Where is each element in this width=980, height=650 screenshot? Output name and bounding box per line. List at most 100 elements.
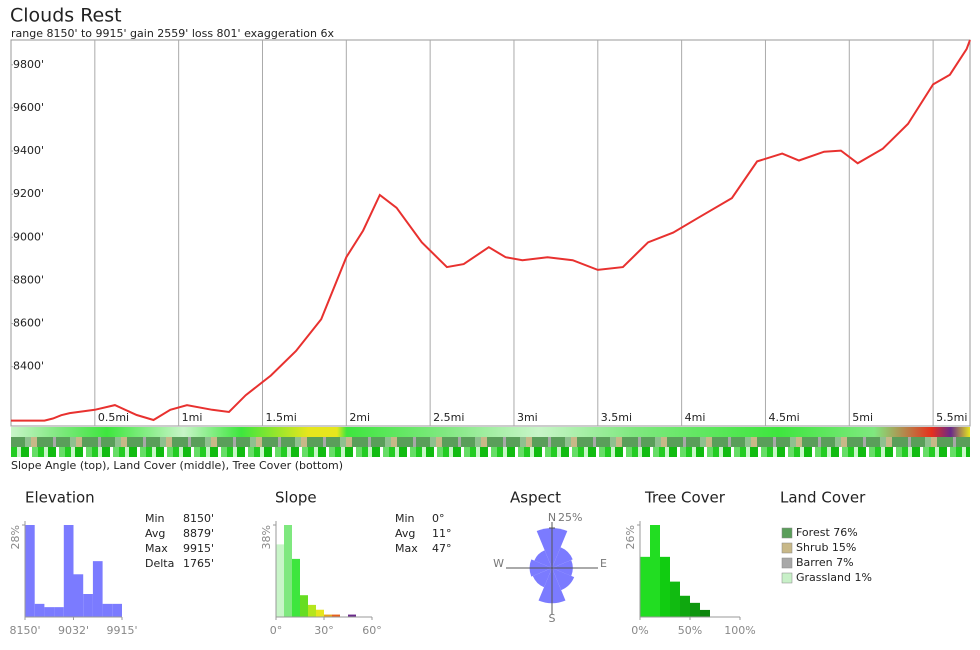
direction-label: S: [549, 612, 556, 625]
stat-text: 0°: [432, 512, 445, 525]
rose-sector: [532, 568, 552, 588]
histogram-bar: [670, 581, 680, 617]
y-tick-label: 8600': [13, 317, 44, 330]
histogram-bar: [292, 558, 300, 617]
panel-title: Aspect: [510, 489, 561, 507]
stat-text: 1765': [183, 557, 214, 570]
stat-text: Avg: [395, 527, 415, 540]
x-tick-label: 0.5mi: [98, 411, 129, 424]
x-tick-label: 2.5mi: [433, 411, 464, 424]
rose-sector: [552, 568, 575, 591]
x-tick-label: 4mi: [685, 411, 706, 424]
histogram-bar: [112, 603, 122, 617]
histogram-bar: [54, 607, 64, 617]
histogram-bar: [680, 595, 690, 617]
r-tick-label: 25%: [558, 511, 582, 524]
y-tick-label: 8800': [13, 273, 44, 286]
stat-text: Max: [395, 542, 418, 555]
stat-text: 11°: [432, 527, 452, 540]
land-cover-strip: [11, 437, 970, 447]
histogram-bar: [102, 603, 113, 617]
histogram-bar: [700, 609, 710, 617]
stat-text: Min: [145, 512, 165, 525]
histogram-bar: [73, 574, 84, 617]
panel-title: Tree Cover: [644, 489, 726, 507]
page-subtitle: range 8150' to 9915' gain 2559' loss 801…: [11, 27, 334, 40]
histogram-bar: [348, 614, 356, 617]
rose-sector: [552, 547, 573, 568]
y-tick-label: 9400': [13, 144, 44, 157]
histogram-bar: [324, 614, 332, 617]
x-tick-label: 1mi: [182, 411, 203, 424]
histogram-bar: [284, 525, 292, 617]
y-tick-label: 9600': [13, 101, 44, 114]
histogram-bar: [83, 594, 93, 617]
x-tick-label: 3.5mi: [601, 411, 632, 424]
histogram-bar: [640, 556, 650, 617]
direction-label: W: [493, 557, 504, 570]
x-tick-label: 9915': [106, 624, 137, 637]
direction-label: N: [548, 511, 556, 524]
x-tick-label: 60°: [362, 624, 382, 637]
x-tick-label: 1.5mi: [265, 411, 296, 424]
stat-text: 9915': [183, 542, 214, 555]
histogram-bar: [690, 602, 700, 617]
stat-text: 8150': [183, 512, 214, 525]
y-tick-label: 8400': [13, 360, 44, 373]
elevation-line: [11, 39, 971, 422]
histogram-bar: [44, 607, 55, 617]
histogram-bar: [34, 603, 45, 617]
x-tick-label: 3mi: [517, 411, 538, 424]
y-tick-label: 9800': [13, 58, 44, 71]
legend-label: Grassland 1%: [796, 571, 872, 584]
x-tick-label: 50%: [678, 624, 702, 637]
histogram-bar: [316, 609, 324, 617]
strip-caption: Slope Angle (top), Land Cover (middle), …: [11, 459, 343, 472]
histogram-bar: [650, 525, 660, 617]
y-tick-label: 26%: [624, 525, 637, 549]
legend-swatch: [781, 527, 793, 539]
stat-text: Max: [145, 542, 168, 555]
x-tick-label: 5mi: [852, 411, 873, 424]
histogram-bar: [300, 595, 308, 617]
x-tick-label: 5.5mi: [936, 411, 967, 424]
histogram-bar: [332, 614, 340, 617]
slope-strip: [11, 427, 970, 437]
legend-swatch: [781, 557, 793, 569]
x-tick-label: 30°: [314, 624, 334, 637]
panel-title: Elevation: [25, 489, 95, 507]
legend-swatch: [781, 542, 793, 554]
x-tick-label: 100%: [724, 624, 755, 637]
x-tick-label: 0°: [270, 624, 283, 637]
histogram-bar: [660, 556, 670, 617]
plot-frame: [10, 39, 971, 427]
y-tick-label: 9000': [13, 230, 44, 243]
histogram-bar: [92, 561, 103, 617]
panel-title: Slope: [275, 489, 317, 507]
y-tick-label: 28%: [9, 525, 22, 549]
stat-text: 47°: [432, 542, 452, 555]
legend-label: Forest 76%: [796, 526, 858, 539]
x-tick-label: 4.5mi: [768, 411, 799, 424]
direction-label: E: [600, 557, 607, 570]
stat-text: Min: [395, 512, 415, 525]
stat-text: Avg: [145, 527, 165, 540]
x-tick-label: 9032': [58, 624, 89, 637]
x-tick-label: 0%: [631, 624, 648, 637]
legend-label: Shrub 15%: [796, 541, 856, 554]
histogram-bar: [276, 544, 284, 617]
panel-title: Land Cover: [780, 489, 866, 507]
rose-sector: [534, 550, 552, 568]
page-title: Clouds Rest: [10, 5, 122, 27]
stat-text: 8879': [183, 527, 214, 540]
histogram-bar: [25, 525, 35, 617]
legend-swatch: [781, 572, 793, 584]
stat-text: Delta: [145, 557, 174, 570]
histogram-bar: [308, 604, 316, 617]
histogram-bar: [63, 525, 74, 617]
legend-label: Barren 7%: [796, 556, 854, 569]
x-tick-label: 8150': [9, 624, 40, 637]
y-tick-label: 9200': [13, 187, 44, 200]
